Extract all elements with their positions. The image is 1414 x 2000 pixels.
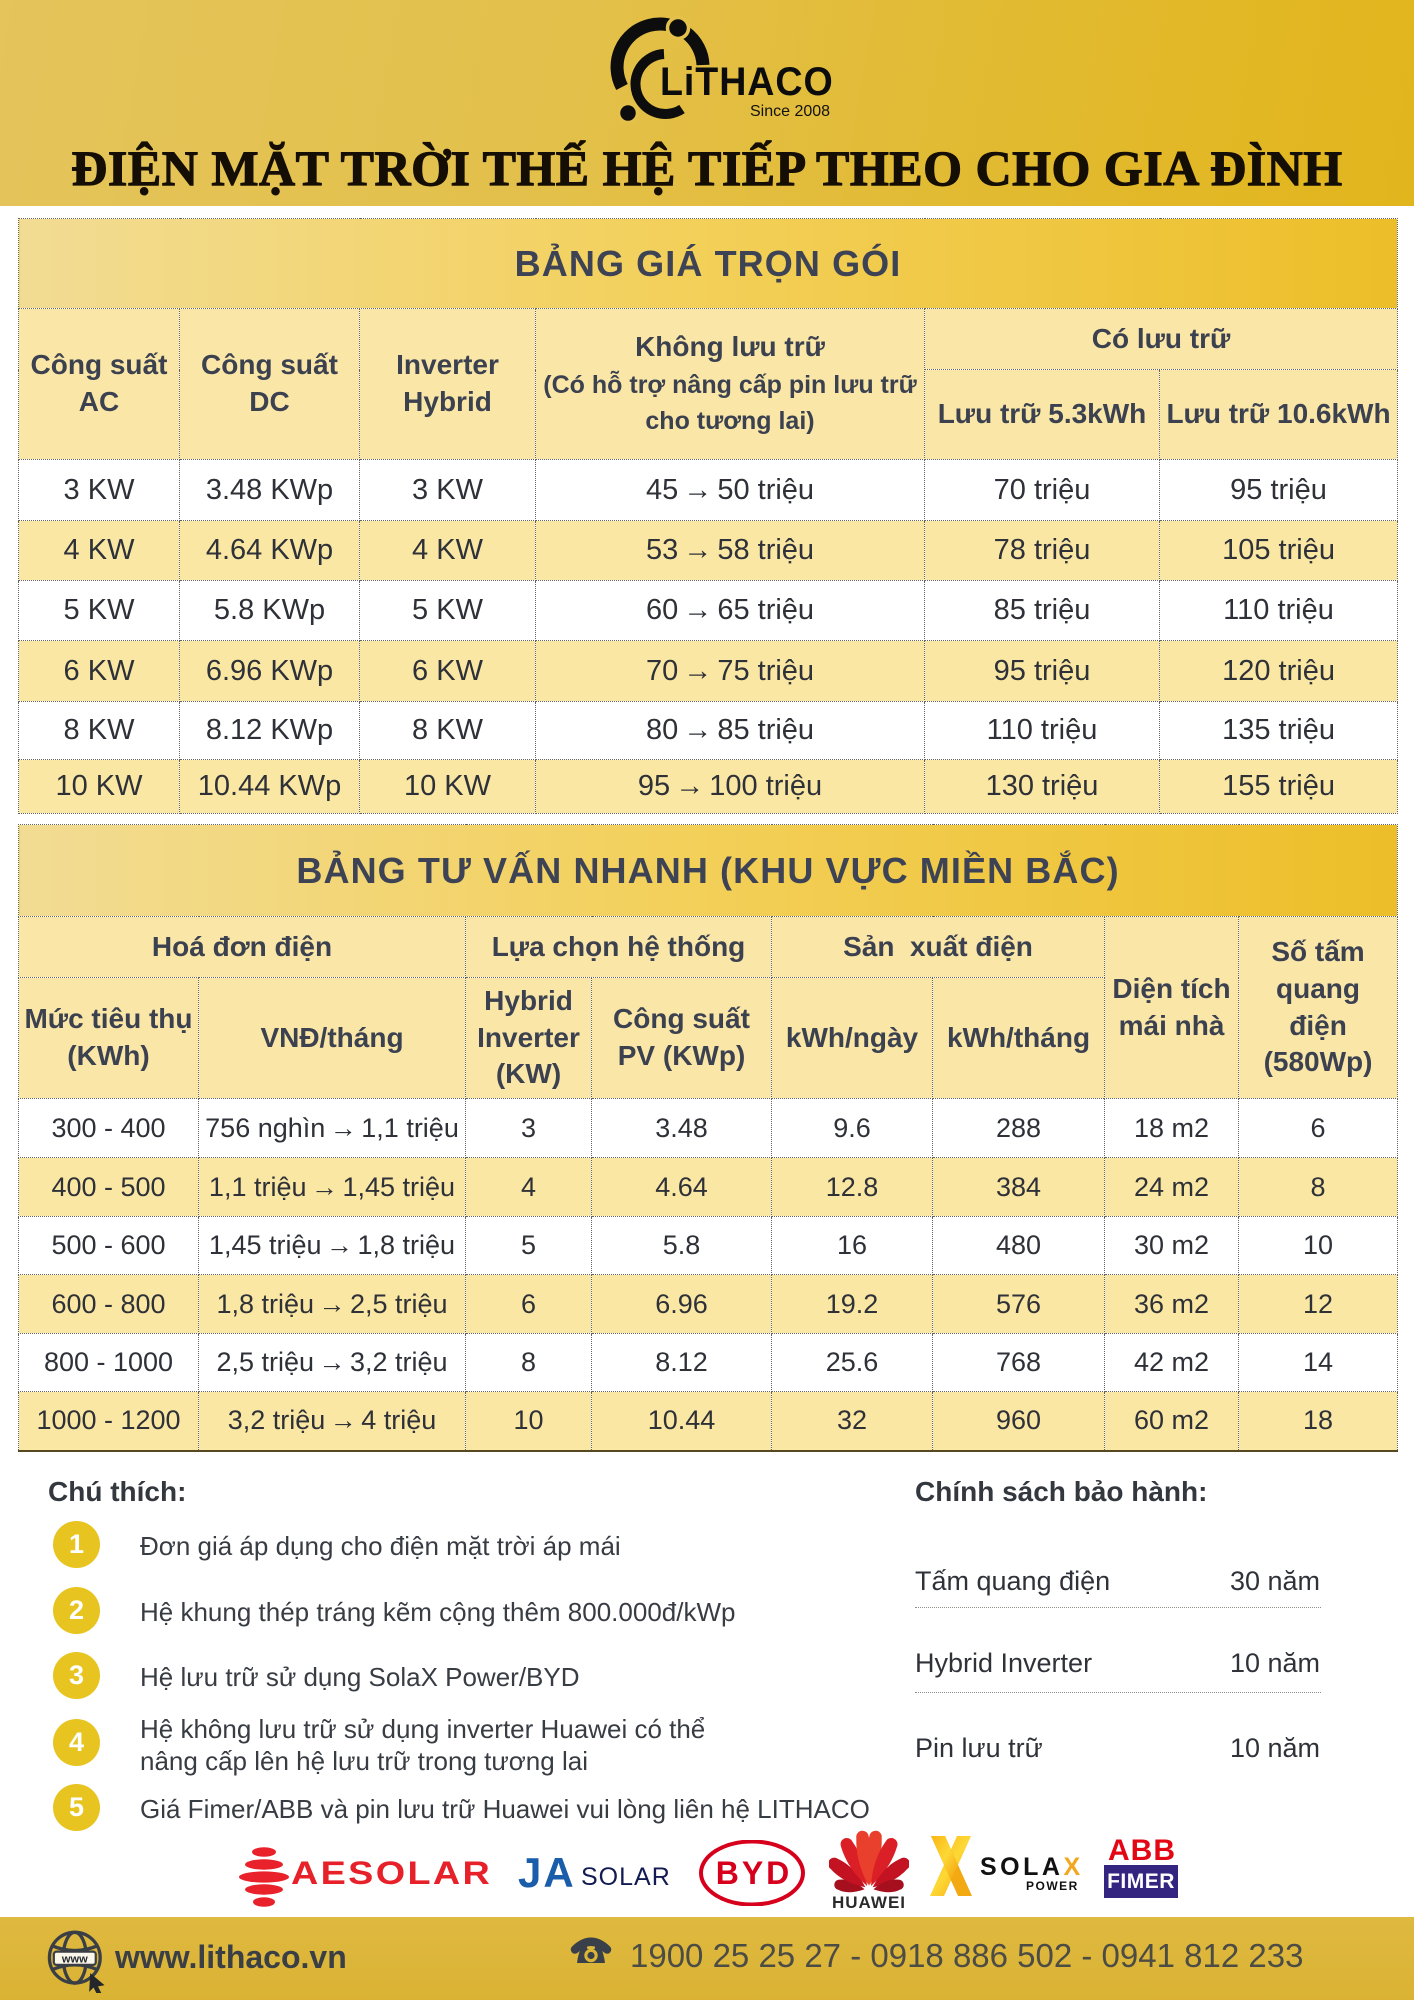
svg-text:www: www [61, 1954, 88, 1966]
svg-text:HUAWEI: HUAWEI [832, 1893, 906, 1912]
svg-text:BYD: BYD [716, 1855, 793, 1891]
